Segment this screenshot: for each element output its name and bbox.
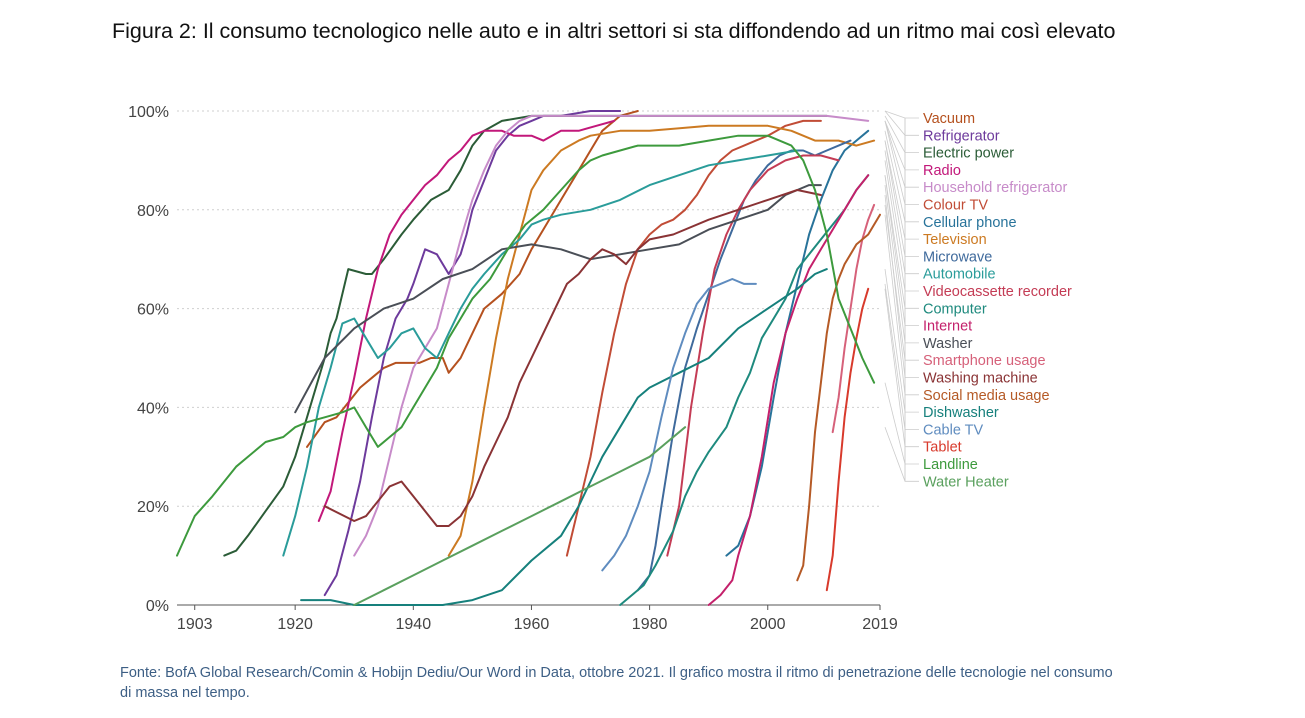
- x-tick-label: 2000: [750, 616, 786, 633]
- legend-leader: [884, 120, 919, 171]
- legend-leader: [884, 427, 919, 482]
- y-tick-label: 60%: [137, 302, 169, 319]
- series-line: [565, 119, 822, 557]
- legend-leader: [884, 269, 919, 413]
- legend-label: Videocassette recorder: [923, 284, 1072, 300]
- legend-label: Microwave: [923, 249, 992, 265]
- x-tick-label: 1920: [277, 616, 313, 633]
- legend-leader: [884, 140, 919, 257]
- grid: [177, 110, 880, 507]
- series-line: [619, 174, 870, 606]
- x-tick-label: 1903: [177, 616, 213, 633]
- y-tick-label: 20%: [137, 499, 169, 516]
- x-tick-label: 2019: [862, 616, 898, 633]
- axes: 0% 20% 40% 60% 80% 100% 1903 1920 1940 1960 1980 20…: [128, 104, 898, 633]
- series-line: [447, 124, 876, 557]
- legend-leader: [884, 110, 919, 136]
- legend-label: Internet: [923, 319, 972, 335]
- legend-leader: [884, 115, 919, 154]
- series-lines: [176, 110, 881, 606]
- series-line: [796, 213, 881, 582]
- legend-leader: [884, 214, 919, 396]
- series-line: [825, 287, 870, 592]
- legend-label: Smartphone usage: [923, 353, 1046, 369]
- legend-leader: [884, 185, 919, 344]
- legend-leader: [884, 120, 919, 205]
- series-line: [176, 134, 876, 557]
- legend-label: Refrigerator: [923, 128, 1000, 144]
- legend-leader: [884, 110, 919, 119]
- series-line: [223, 114, 828, 557]
- legend-label: Radio: [923, 163, 961, 179]
- legend-label: Vacuum: [923, 111, 975, 127]
- series-line: [353, 426, 687, 606]
- legend-leader: [884, 120, 919, 188]
- legend-label: Social media usage: [923, 388, 1050, 404]
- y-tick-label: 80%: [137, 203, 169, 220]
- series-line: [282, 149, 799, 557]
- source-note: Fonte: BofA Global Research/Comin & Hobi…: [120, 665, 1113, 701]
- x-tick-label: 1940: [396, 616, 432, 633]
- series-line: [601, 278, 757, 572]
- legend-leader: [884, 382, 919, 465]
- figure-title: Figura 2: Il consumo tecnologico nelle a…: [112, 19, 1116, 43]
- legend-leader: [884, 130, 919, 223]
- series-line: [300, 268, 828, 606]
- legend-label: Tablet: [923, 440, 962, 456]
- legend-label: Water Heater: [923, 474, 1009, 490]
- series-line: [353, 114, 870, 557]
- x-tick-label: 1980: [632, 616, 668, 633]
- legend-leader: [884, 150, 919, 275]
- legend-leader: [884, 288, 919, 448]
- legend-label: Landline: [923, 457, 978, 473]
- legend-label: Dishwasher: [923, 405, 999, 421]
- legend-label: Washing machine: [923, 371, 1038, 387]
- legend-label: Automobile: [923, 267, 996, 283]
- line-chart: 0% 20% 40% 60% 80% 100% 1903 1920 1940 1960 1980 20…: [128, 104, 1072, 633]
- legend-label: Colour TV: [923, 198, 988, 214]
- legend-label: Cable TV: [923, 422, 984, 438]
- series-line: [831, 203, 876, 434]
- series-line: [317, 119, 616, 522]
- y-tick-label: 0%: [146, 598, 169, 615]
- legend-label: Cellular phone: [923, 215, 1017, 231]
- series-line: [306, 110, 639, 448]
- legend-label: Household refrigerator: [923, 180, 1067, 196]
- legend-label: Washer: [923, 336, 973, 352]
- legend-label: Electric power: [923, 146, 1014, 162]
- legend-leader: [884, 283, 919, 430]
- legend-label: Computer: [923, 301, 987, 317]
- series-line: [294, 184, 822, 414]
- legend-leader: [884, 140, 919, 240]
- x-tick-label: 1960: [514, 616, 550, 633]
- legend-leader: [884, 160, 919, 292]
- series-line: [323, 189, 822, 527]
- legend-leader: [884, 175, 919, 309]
- legend-leader: [884, 175, 919, 327]
- y-tick-label: 40%: [137, 400, 169, 417]
- legend-leader: [884, 194, 919, 378]
- y-tick-label: 100%: [128, 104, 169, 121]
- series-line: [707, 174, 870, 606]
- legend-label: Television: [923, 232, 987, 248]
